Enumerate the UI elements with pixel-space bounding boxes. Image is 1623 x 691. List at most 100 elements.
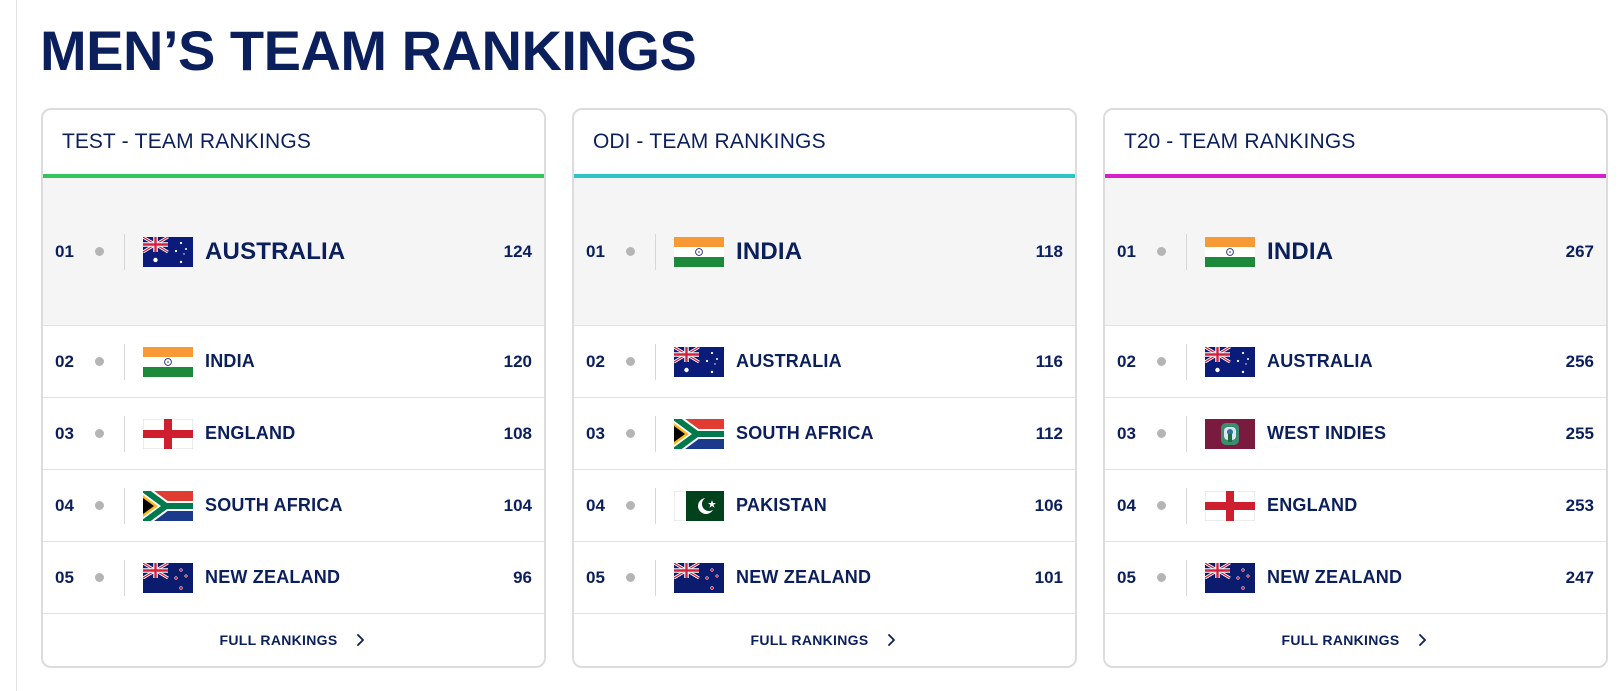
rank-number: 05: [1117, 567, 1136, 587]
team-name: NEW ZEALAND: [205, 567, 341, 587]
ranking-row[interactable]: 04 ENGLAND 253: [1105, 470, 1606, 542]
row-divider: [1186, 233, 1187, 270]
ranking-row[interactable]: 03 SOUTH AFRICA 112: [574, 398, 1075, 470]
rank-number: 01: [55, 241, 74, 261]
position-change-dot: [626, 573, 635, 582]
south-africa-flag-icon: [143, 490, 193, 521]
ranking-row-top[interactable]: 01 INDIA 267: [1105, 178, 1606, 326]
full-rankings-label: FULL RANKINGS: [750, 632, 869, 648]
row-divider: [1186, 415, 1187, 452]
ranking-row[interactable]: 02 INDIA 120: [43, 326, 544, 398]
australia-flag-icon: [1205, 346, 1255, 377]
team-name: INDIA: [736, 237, 803, 265]
position-change-dot: [626, 429, 635, 438]
full-rankings-link[interactable]: FULL RANKINGS: [1105, 614, 1606, 666]
team-points: 96: [513, 567, 532, 587]
rank-number: 04: [55, 495, 74, 515]
row-divider: [655, 415, 656, 452]
team-points: 256: [1565, 351, 1594, 371]
team-name: AUSTRALIA: [205, 237, 346, 265]
team-name: NEW ZEALAND: [1267, 567, 1403, 587]
ranking-row-top[interactable]: 01 AUSTRALIA 124: [43, 178, 544, 326]
new-zealand-flag-icon: [143, 562, 193, 593]
new-zealand-flag-icon: [674, 562, 724, 593]
chevron-right-icon: [355, 633, 367, 647]
row-divider: [1186, 487, 1187, 524]
south-africa-flag-icon: [674, 418, 724, 449]
ranking-row[interactable]: 05 NEW ZEALAND 247: [1105, 542, 1606, 614]
pakistan-flag-icon: [674, 490, 724, 521]
rank-number: 01: [1117, 241, 1136, 261]
rank-number: 04: [1117, 495, 1136, 515]
team-points: 267: [1565, 241, 1594, 261]
team-name: ENGLAND: [205, 423, 296, 443]
rank-number: 05: [55, 567, 74, 587]
team-name: INDIA: [1267, 237, 1334, 265]
team-points: 106: [1034, 495, 1063, 515]
card-format: ODI: [593, 130, 631, 153]
position-change-dot: [626, 247, 635, 256]
full-rankings-link[interactable]: FULL RANKINGS: [43, 614, 544, 666]
position-change-dot: [626, 357, 635, 366]
team-name: NEW ZEALAND: [736, 567, 872, 587]
rank-number: 02: [1117, 351, 1136, 371]
team-points: 104: [503, 495, 532, 515]
rank-number: 02: [55, 351, 74, 371]
ranking-row[interactable]: 03 WEST INDIES 255: [1105, 398, 1606, 470]
team-points: 101: [1034, 567, 1063, 587]
full-rankings-label: FULL RANKINGS: [219, 632, 338, 648]
full-rankings-link[interactable]: FULL RANKINGS: [574, 614, 1075, 666]
ranking-row[interactable]: 02 AUSTRALIA 116: [574, 326, 1075, 398]
position-change-dot: [626, 501, 635, 510]
ranking-row-top[interactable]: 01 INDIA 118: [574, 178, 1075, 326]
team-name: WEST INDIES: [1267, 423, 1387, 443]
row-divider: [1186, 559, 1187, 596]
position-change-dot: [95, 501, 104, 510]
ranking-row[interactable]: 05 NEW ZEALAND 101: [574, 542, 1075, 614]
australia-flag-icon: [674, 346, 724, 377]
team-name: SOUTH AFRICA: [736, 423, 874, 443]
team-name: SOUTH AFRICA: [205, 495, 343, 515]
row-divider: [124, 487, 125, 524]
rankings-card-t20: T20 - TEAM RANKINGS 01 INDIA 267 02 AUST…: [1103, 108, 1608, 668]
row-divider: [1186, 343, 1187, 380]
rankings-cards: TEST - TEAM RANKINGS 01 AUSTRALIA 124 02…: [41, 108, 1608, 668]
ranking-row[interactable]: 02 AUSTRALIA 256: [1105, 326, 1606, 398]
west-indies-flag-icon: [1205, 418, 1255, 449]
team-name: ENGLAND: [1267, 495, 1358, 515]
row-divider: [655, 233, 656, 270]
team-name: AUSTRALIA: [1267, 351, 1373, 371]
position-change-dot: [1157, 357, 1166, 366]
team-name: INDIA: [205, 351, 255, 371]
position-change-dot: [95, 573, 104, 582]
card-separator: -: [121, 130, 129, 153]
row-divider: [655, 487, 656, 524]
rank-number: 01: [586, 241, 605, 261]
ranking-row[interactable]: 04 SOUTH AFRICA 104: [43, 470, 544, 542]
row-divider: [124, 343, 125, 380]
ranking-row[interactable]: 04 PAKISTAN 106: [574, 470, 1075, 542]
position-change-dot: [1157, 247, 1166, 256]
rank-number: 03: [1117, 423, 1136, 443]
chevron-right-icon: [886, 633, 898, 647]
card-format: T20: [1124, 130, 1161, 153]
ranking-row[interactable]: 05 NEW ZEALAND 96: [43, 542, 544, 614]
team-points: 108: [503, 423, 532, 443]
full-rankings-label: FULL RANKINGS: [1281, 632, 1400, 648]
position-change-dot: [95, 247, 104, 256]
team-points: 255: [1565, 423, 1594, 443]
row-divider: [655, 559, 656, 596]
rank-number: 05: [586, 567, 605, 587]
rank-number: 03: [586, 423, 605, 443]
team-points: 118: [1035, 241, 1063, 261]
india-flag-icon: [143, 346, 193, 377]
position-change-dot: [1157, 429, 1166, 438]
england-flag-icon: [1205, 490, 1255, 521]
card-label: TEAM RANKINGS: [134, 130, 312, 153]
position-change-dot: [1157, 501, 1166, 510]
page-title: MEN’S TEAM RANKINGS: [40, 19, 697, 82]
card-label: TEAM RANKINGS: [1179, 130, 1356, 153]
ranking-row[interactable]: 03 ENGLAND 108: [43, 398, 544, 470]
chevron-right-icon: [1417, 633, 1429, 647]
card-separator: -: [636, 130, 644, 153]
